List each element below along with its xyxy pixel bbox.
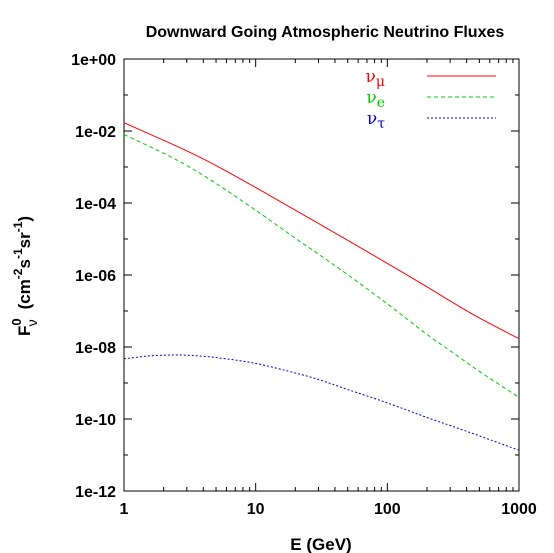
y-label-exp1: -2 [11, 268, 25, 279]
legend-entry-nutau: ντ [367, 109, 496, 132]
y-label-base: F [15, 326, 34, 336]
y-label-sub: ν [24, 319, 40, 326]
series-line-numu [123, 122, 520, 340]
x-tick-label: 100 [374, 501, 401, 518]
y-label-exp2: -1 [11, 248, 25, 259]
y-tick-label: 1e-08 [75, 340, 116, 357]
y-axis-label: F0ν(cm-2s-1sr-1) [9, 216, 40, 336]
y-tick-label: 1e+00 [71, 52, 116, 69]
y-tick-label: 1e-04 [75, 196, 116, 213]
y-label-units-close: ) [15, 216, 34, 222]
y-tick-label: 1e-06 [75, 268, 116, 285]
chart-title: Downward Going Atmospheric Neutrino Flux… [146, 24, 505, 41]
x-tick-label: 1 [120, 501, 129, 518]
x-axis-label: E (GeV) [290, 535, 351, 553]
series-lines [123, 122, 520, 451]
x-tick-label: 1000 [501, 501, 537, 518]
series-line-nue [123, 134, 520, 398]
y-label-exp3: -1 [11, 221, 25, 232]
axis-ticks: 1e+00 1e-02 1e-04 1e-06 1e-08 1e-10 1e-121 10 10… [71, 52, 537, 518]
legend-entry-nue: νe [366, 88, 496, 111]
legend-label-numu: νμ [366, 67, 385, 90]
y-label-units-open: (cm [15, 279, 34, 309]
y-label-s: s [15, 259, 34, 268]
y-label-sr: sr [15, 232, 34, 248]
y-tick-label: 1e-12 [75, 484, 116, 501]
y-label-sup0: 0 [9, 318, 24, 325]
legend-entry-numu: νμ [366, 67, 496, 90]
y-tick-label: 1e-10 [75, 412, 116, 429]
plot-frame [123, 58, 520, 492]
legend-label-nue: νe [366, 88, 385, 111]
legend: νμ νe ντ [366, 67, 496, 132]
y-tick-label: 1e-02 [75, 124, 116, 141]
x-tick-label: 10 [247, 501, 265, 518]
legend-label-nutau: ντ [367, 109, 385, 132]
series-line-nutau [123, 354, 520, 451]
